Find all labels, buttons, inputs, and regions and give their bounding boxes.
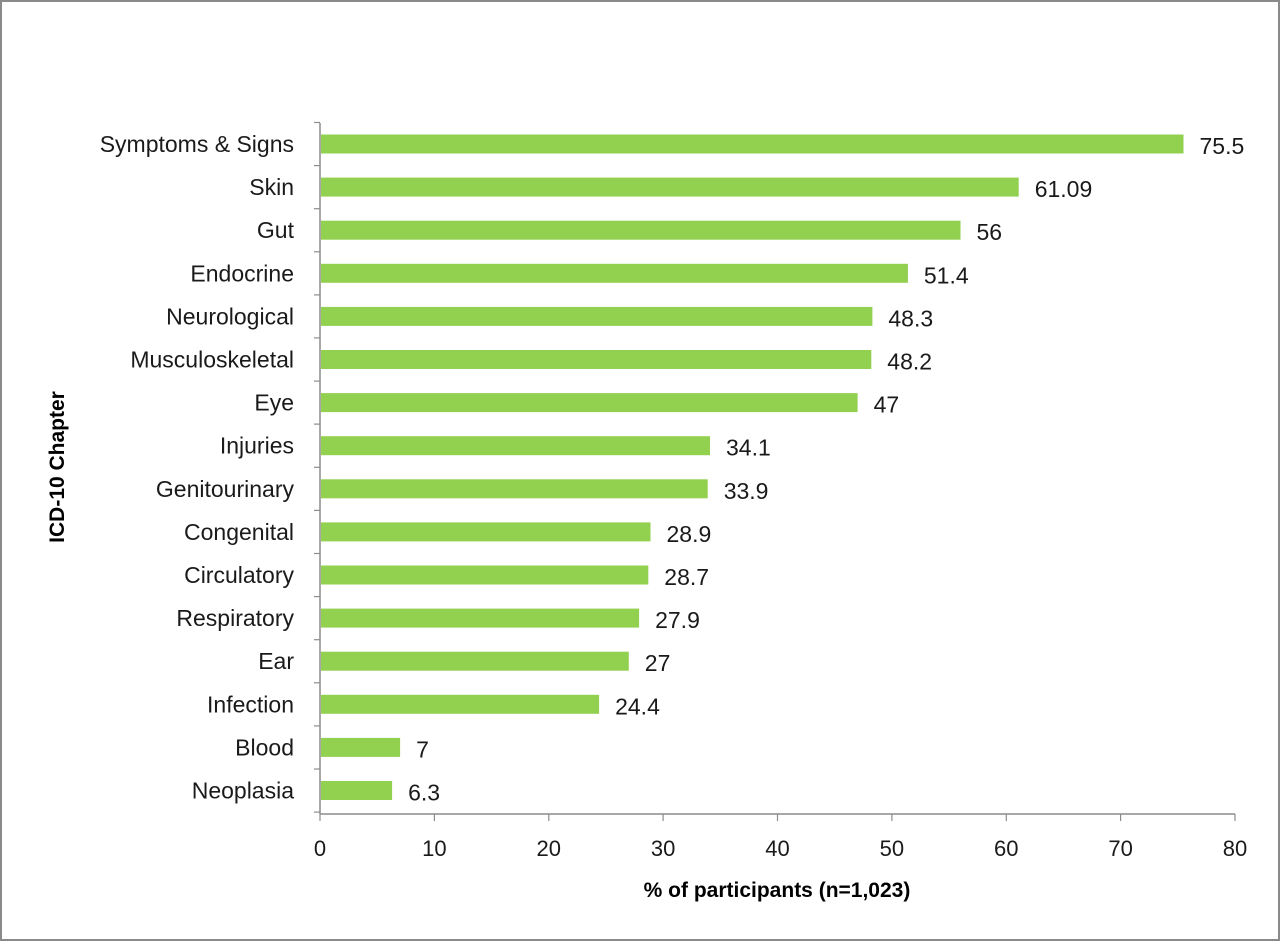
x-tick-label: 10 (422, 836, 446, 861)
bar (321, 350, 872, 369)
category-label: Circulatory (184, 562, 294, 588)
value-label: 34.1 (726, 435, 771, 461)
x-tick-label: 40 (765, 836, 789, 861)
value-label: 27 (645, 650, 671, 676)
category-label: Musculoskeletal (130, 347, 294, 373)
x-tick-label: 50 (880, 836, 904, 861)
x-tick-label: 30 (651, 836, 675, 861)
category-label: Infection (207, 691, 294, 717)
category-label: Eye (254, 390, 294, 416)
value-label: 48.3 (888, 305, 933, 331)
category-label: Injuries (220, 433, 294, 459)
category-label: Gut (257, 217, 295, 243)
value-label: 7 (416, 736, 429, 762)
bar (321, 177, 1019, 197)
x-tick-label: 60 (994, 836, 1018, 861)
value-label: 27.9 (655, 607, 700, 633)
category-label: Respiratory (176, 605, 294, 631)
bar (321, 436, 710, 456)
value-label: 47 (874, 392, 900, 418)
category-label: Skin (249, 174, 294, 200)
value-label: 48.2 (887, 349, 932, 375)
bar (321, 608, 640, 628)
bar (321, 565, 649, 585)
axes-layer: 0 10 20 30 40 50 60 70 80 (314, 121, 1247, 861)
category-label: Neurological (166, 303, 294, 329)
category-label: Symptoms & Signs (100, 131, 294, 157)
bar (321, 522, 651, 542)
category-label: Ear (258, 648, 294, 674)
bars-layer: Symptoms & Signs 75.5 Skin 61.09 Gut 56 Endocr… (100, 131, 1245, 806)
bar (321, 651, 629, 671)
category-label: Endocrine (190, 260, 294, 286)
bar (321, 737, 401, 757)
bar (321, 263, 908, 283)
value-label: 24.4 (615, 693, 660, 719)
x-tick-label: 80 (1223, 836, 1247, 861)
value-label: 56 (977, 219, 1003, 245)
value-label: 28.7 (664, 564, 709, 590)
y-axis-title: ICD-10 Chapter (46, 391, 69, 543)
x-tick-label: 20 (537, 836, 561, 861)
category-label: Neoplasia (192, 778, 294, 804)
bar (321, 134, 1184, 154)
bar (321, 781, 393, 800)
bar (321, 306, 873, 326)
bar (321, 393, 858, 413)
x-tick-label: 70 (1108, 836, 1132, 861)
value-label: 75.5 (1200, 133, 1245, 159)
category-label: Genitourinary (156, 476, 295, 502)
bar (321, 694, 600, 714)
category-label: Congenital (184, 519, 294, 545)
value-label: 6.3 (408, 780, 440, 806)
value-label: 51.4 (924, 262, 969, 288)
value-label: 28.9 (667, 521, 712, 547)
x-axis-title: % of participants (n=1,023) (644, 879, 911, 902)
value-label: 61.09 (1035, 176, 1093, 202)
category-label: Blood (235, 734, 294, 760)
x-tick-label: 0 (314, 836, 326, 861)
bar (321, 479, 708, 499)
bar (321, 220, 961, 240)
value-label: 33.9 (724, 478, 769, 504)
